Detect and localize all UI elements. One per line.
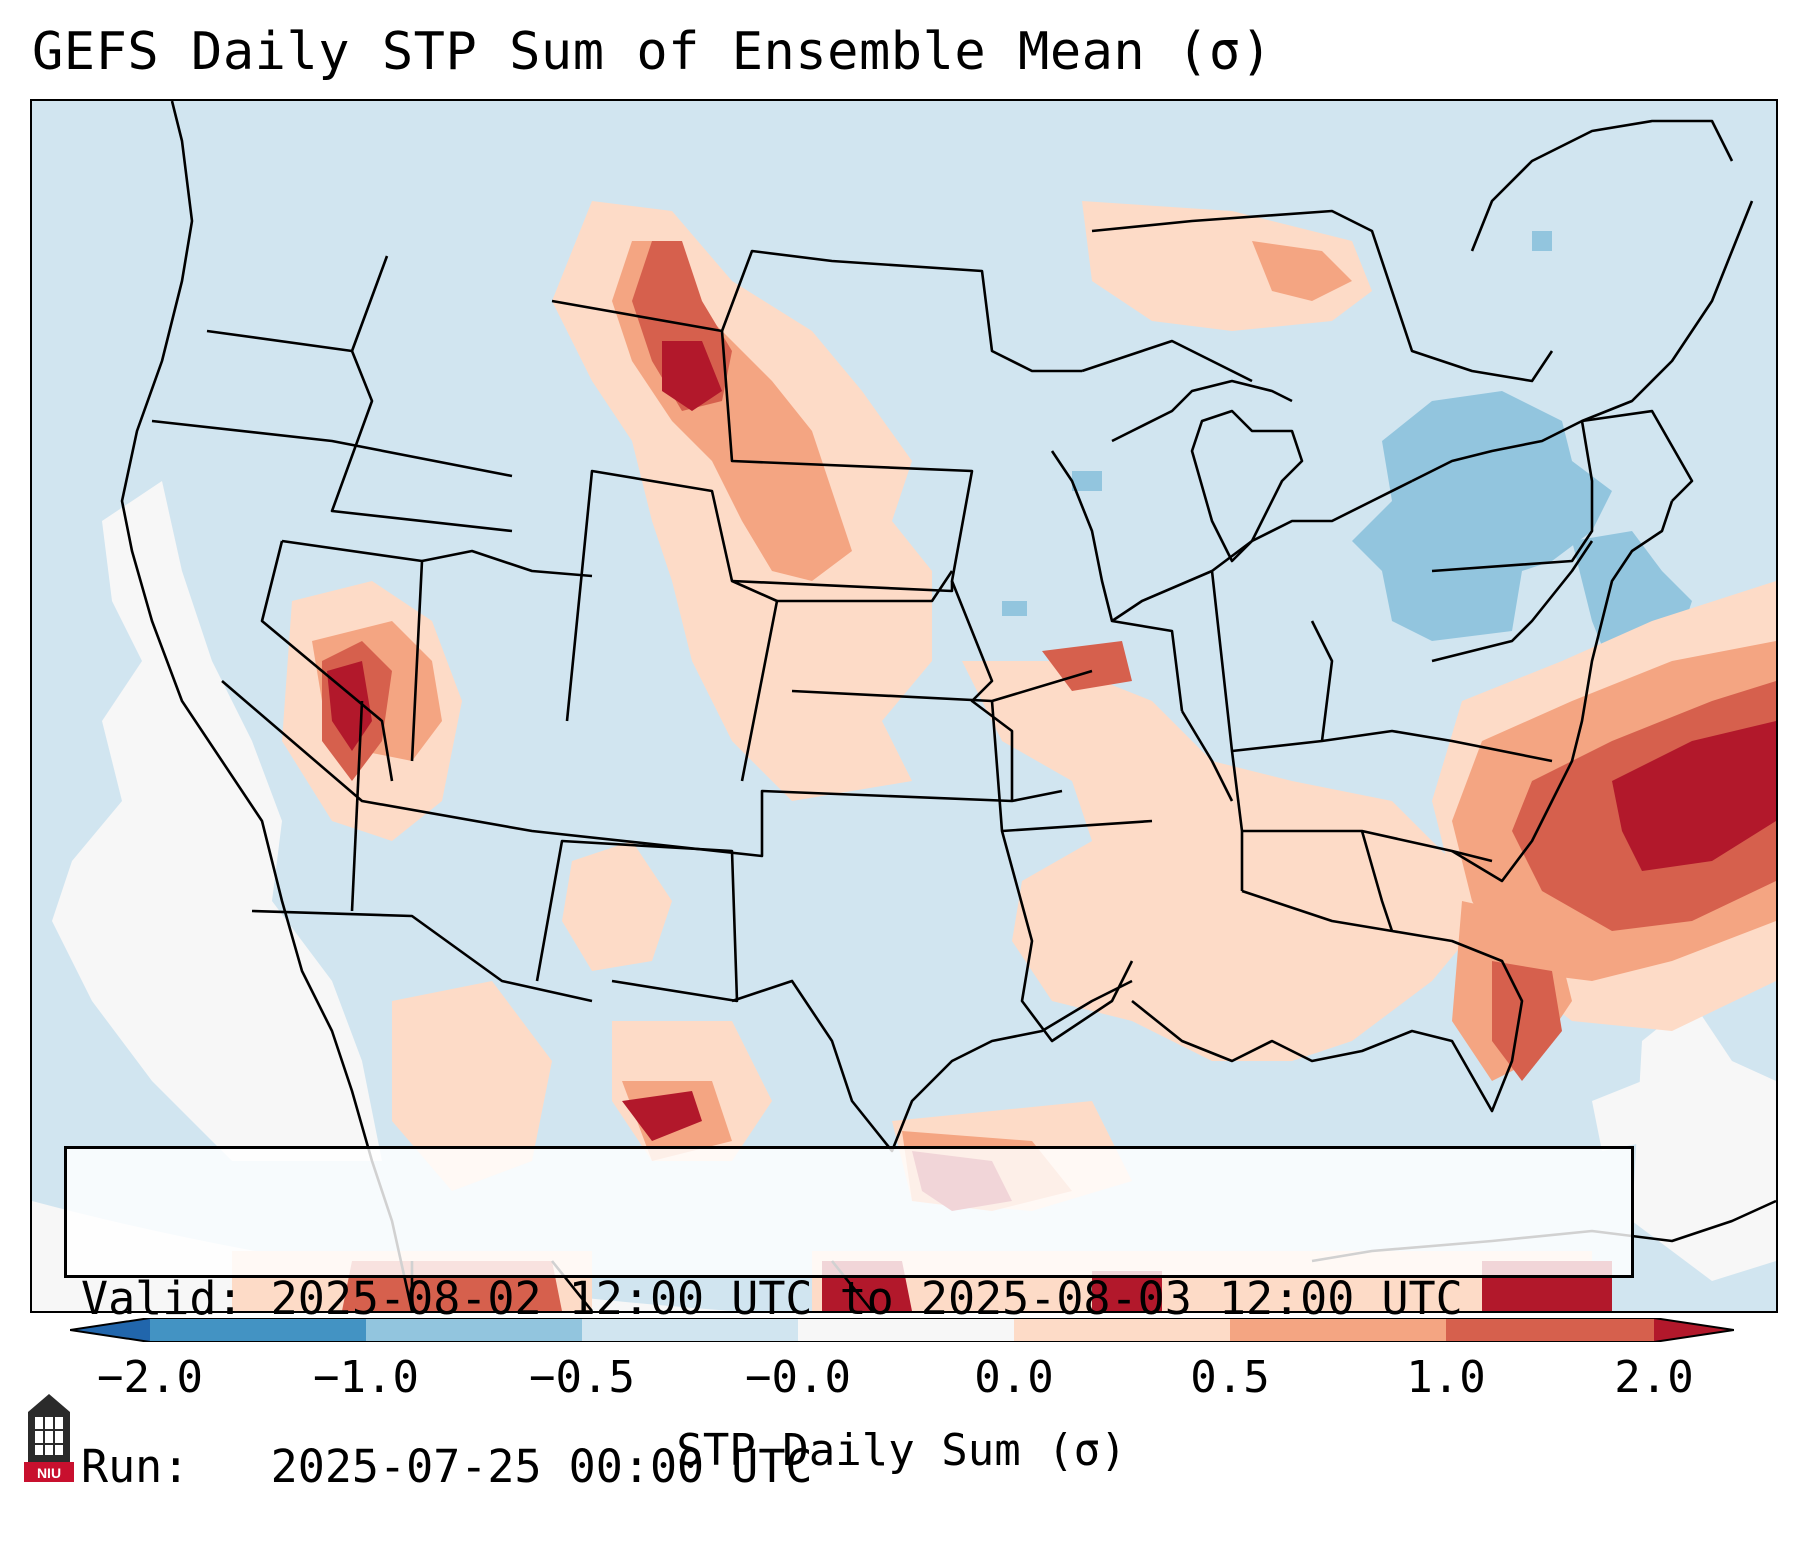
- map-panel[interactable]: [30, 99, 1778, 1313]
- colorbar-tick-label: −1.0: [313, 1352, 419, 1403]
- niu-tower-logo-icon: NIU: [24, 1394, 74, 1482]
- colorbar-bin: [366, 1318, 582, 1342]
- colorbar-tick-labels: −2.0 −1.0 −0.5 −0.0 0.0 0.5 1.0 2.0: [0, 1352, 1803, 1412]
- colorbar-tick-label: 0.5: [1190, 1352, 1270, 1403]
- colorbar-tick-label: −2.0: [97, 1352, 203, 1403]
- coastlines-and-borders: [120, 101, 1776, 1311]
- valid-value: 2025-08-02 12:00 UTC to 2025-08-03 12:00…: [270, 1272, 1463, 1325]
- run-label: Run:: [81, 1440, 190, 1493]
- colorbar-bin: [798, 1318, 1014, 1342]
- colorbar-tick-label: −0.5: [529, 1352, 635, 1403]
- colorbar-tick-label: 1.0: [1406, 1352, 1486, 1403]
- valid-label: Valid:: [81, 1272, 244, 1325]
- colorbar-bin: [1014, 1318, 1230, 1342]
- colorbar-tick-label: −0.0: [745, 1352, 851, 1403]
- colorbar-bin: [1230, 1318, 1446, 1342]
- run-line: Run: 2025-07-25 00:00 UTC: [81, 1439, 1617, 1495]
- colorbar-bin: [582, 1318, 798, 1342]
- valid-run-info-box: Valid: 2025-08-02 12:00 UTC to 2025-08-0…: [64, 1146, 1634, 1493]
- valid-line: Valid: 2025-08-02 12:00 UTC to 2025-08-0…: [81, 1271, 1617, 1327]
- colorbar: [70, 1318, 1734, 1342]
- colorbar-bin: [150, 1318, 366, 1342]
- colorbar-under-extension: [70, 1318, 150, 1342]
- run-value: 2025-07-25 00:00 UTC: [270, 1440, 813, 1493]
- colorbar-tick-label: 2.0: [1614, 1352, 1694, 1403]
- map-canvas: [32, 101, 1776, 1311]
- page-title: GEFS Daily STP Sum of Ensemble Mean (σ): [32, 22, 1273, 82]
- colorbar-label: STP Daily Sum (σ): [676, 1425, 1127, 1476]
- colorbar-tick-label: 0.0: [974, 1352, 1054, 1403]
- colorbar-over-extension: [1654, 1318, 1734, 1342]
- logo-text: NIU: [37, 1465, 61, 1481]
- colorbar-bin: [1446, 1318, 1654, 1342]
